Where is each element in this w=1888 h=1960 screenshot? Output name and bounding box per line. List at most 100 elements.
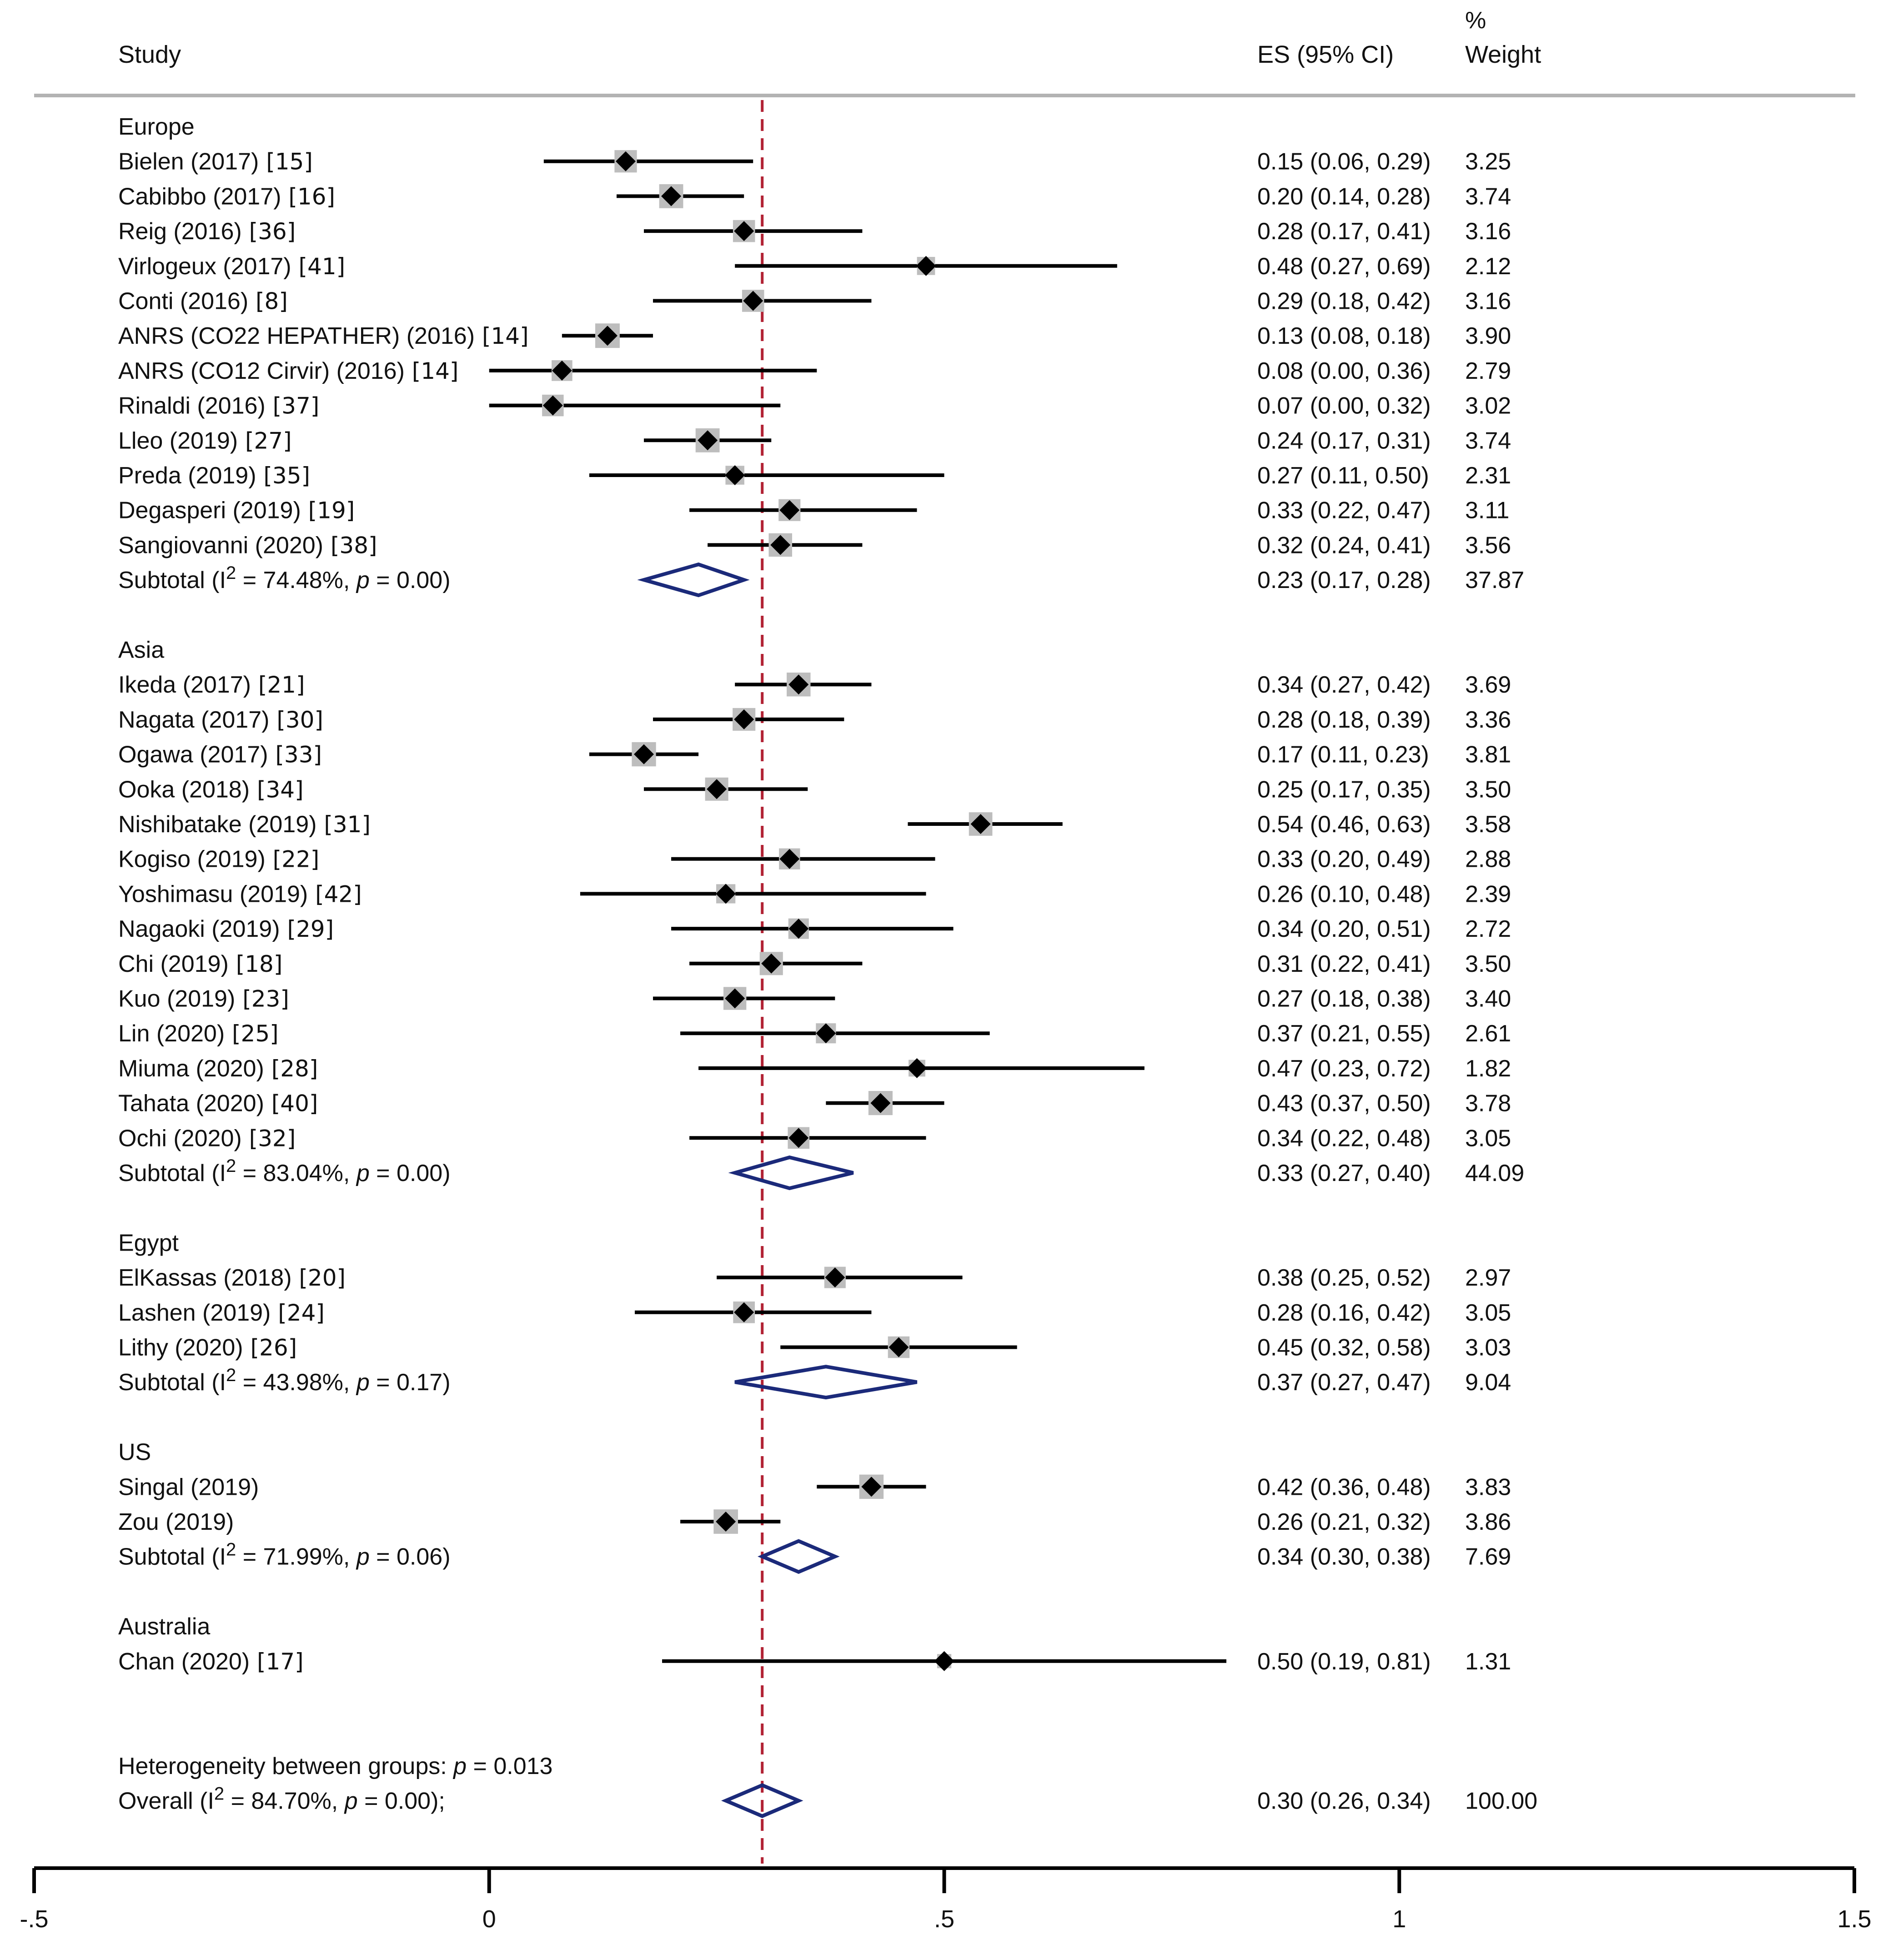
study-ref: [30] (269, 707, 323, 733)
study-ref: [37] (266, 393, 320, 419)
weight-value: 2.72 (1465, 916, 1511, 942)
point-estimate (552, 360, 572, 381)
study-label: Conti (2016) [8] (118, 288, 288, 315)
subtotal-label-i2: = 74.48%, (236, 567, 357, 593)
study-name: Ogawa (2017) (118, 742, 268, 768)
group-label: Egypt (118, 1230, 179, 1256)
weight-value: 1.82 (1465, 1055, 1511, 1082)
subtotal-label-sup: 2 (226, 563, 236, 583)
es-value: 0.42 (0.36, 0.48) (1257, 1474, 1431, 1500)
es-value: 0.43 (0.37, 0.50) (1257, 1091, 1431, 1117)
study-ref: [32] (242, 1125, 296, 1151)
es-value: 0.38 (0.25, 0.52) (1257, 1265, 1431, 1291)
point-estimate (734, 1302, 754, 1322)
study-ref: [27] (238, 427, 292, 454)
study-name: Kuo (2019) (118, 986, 235, 1012)
subtotal-label-p-label: p (356, 1544, 370, 1570)
study-label: Kuo (2019) [23] (118, 986, 289, 1012)
study-label: Singal (2019) (118, 1474, 259, 1500)
study-label: Lleo (2019) [27] (118, 427, 292, 454)
es-value: 0.33 (0.22, 0.47) (1257, 498, 1431, 524)
study-name: Preda (2019) (118, 462, 256, 489)
subtotal-weight-value: 37.87 (1465, 567, 1524, 593)
study-label: Cabibbo (2017) [16] (118, 183, 335, 210)
study-ref: [16] (281, 183, 335, 210)
study-name: Chan (2020) (118, 1648, 250, 1675)
weight-value: 2.12 (1465, 253, 1511, 280)
point-estimate (634, 744, 654, 764)
point-estimate (698, 430, 718, 451)
weight-value: 3.90 (1465, 323, 1511, 349)
study-name: Ikeda (2017) (118, 672, 251, 698)
study-ref: [14] (405, 358, 459, 384)
overall-label-sup: 2 (214, 1784, 224, 1804)
point-estimate (788, 1128, 809, 1148)
weight-value: 3.11 (1465, 498, 1509, 524)
subtotal-label-p-label: p (356, 1369, 370, 1396)
weight-value: 3.50 (1465, 951, 1511, 977)
subtotal-label-i2: = 83.04%, (236, 1160, 357, 1186)
subtotal-label-label: Subtotal (I (118, 1544, 226, 1570)
es-value: 0.50 (0.19, 0.81) (1257, 1648, 1431, 1675)
es-value: 0.26 (0.10, 0.48) (1257, 881, 1431, 907)
weight-value: 2.79 (1465, 358, 1511, 384)
point-estimate (788, 674, 809, 695)
subtotal-weight-value: 44.09 (1465, 1160, 1524, 1186)
weight-value: 3.16 (1465, 218, 1511, 245)
study-ref: [20] (292, 1265, 346, 1291)
point-estimate (716, 1512, 736, 1532)
study-ref: [18] (229, 951, 283, 977)
weight-value: 3.81 (1465, 742, 1511, 768)
study-name: Conti (2016) (118, 288, 248, 315)
weight-value: 3.78 (1465, 1091, 1511, 1117)
subtotal-es-value: 0.33 (0.27, 0.40) (1257, 1160, 1431, 1186)
header-es: ES (95% CI) (1257, 41, 1394, 68)
es-value: 0.20 (0.14, 0.28) (1257, 183, 1431, 210)
es-value: 0.28 (0.16, 0.42) (1257, 1300, 1431, 1326)
subtotal-label-p-label: p (356, 1160, 370, 1186)
study-label: Ikeda (2017) [21] (118, 672, 305, 698)
study-name: Sangiovanni (2020) (118, 532, 323, 558)
weight-value: 3.40 (1465, 986, 1511, 1012)
es-value: 0.31 (0.22, 0.41) (1257, 951, 1431, 977)
heterogeneity-p-value: = 0.013 (467, 1753, 552, 1779)
study-name: Virlogeux (2017) (118, 253, 291, 280)
overall-es-value: 0.30 (0.26, 0.34) (1257, 1788, 1431, 1814)
weight-value: 3.69 (1465, 672, 1511, 698)
es-value: 0.28 (0.17, 0.41) (1257, 218, 1431, 245)
study-ref: [15] (259, 149, 313, 175)
weight-value: 3.05 (1465, 1125, 1511, 1151)
overall-label-i2: = 84.70%, (224, 1788, 345, 1814)
subtotal-label-label: Subtotal (I (118, 567, 226, 593)
weight-value: 3.03 (1465, 1335, 1511, 1361)
overall-label: Overall (I2 = 84.70%, p = 0.00); (118, 1784, 445, 1814)
subtotal-es-value: 0.37 (0.27, 0.47) (1257, 1369, 1431, 1396)
es-value: 0.47 (0.23, 0.72) (1257, 1055, 1431, 1082)
weight-value: 1.31 (1465, 1648, 1511, 1675)
x-axis: -.5 0 .5 1 1.5 (20, 1866, 1872, 1933)
study-ref: [21] (251, 672, 305, 698)
overall-label-p-value: = 0.00); (358, 1788, 445, 1814)
es-value: 0.54 (0.46, 0.63) (1257, 811, 1431, 838)
study-label: Lashen (2019) [24] (118, 1300, 325, 1326)
study-ref: [29] (280, 916, 334, 942)
x-tick-label: 0 (482, 1905, 496, 1933)
study-label: Lithy (2020) [26] (118, 1335, 297, 1361)
point-estimate (725, 988, 745, 1009)
group-label: US (118, 1439, 151, 1466)
subtotal-label-p-value: = 0.00) (370, 567, 451, 593)
point-estimate (970, 814, 991, 834)
subtotal-es-value: 0.23 (0.17, 0.28) (1257, 567, 1431, 593)
study-ref: [28] (264, 1055, 318, 1082)
point-estimate (734, 709, 754, 729)
es-value: 0.26 (0.21, 0.32) (1257, 1509, 1431, 1535)
point-estimate (725, 465, 745, 485)
point-estimate (916, 256, 936, 276)
overall-diamond (721, 1783, 803, 1818)
study-name: Zou (2019) (118, 1509, 234, 1535)
es-value: 0.34 (0.27, 0.42) (1257, 672, 1431, 698)
weight-value: 3.05 (1465, 1300, 1511, 1326)
group-label: Australia (118, 1613, 210, 1640)
es-value: 0.48 (0.27, 0.69) (1257, 253, 1431, 280)
